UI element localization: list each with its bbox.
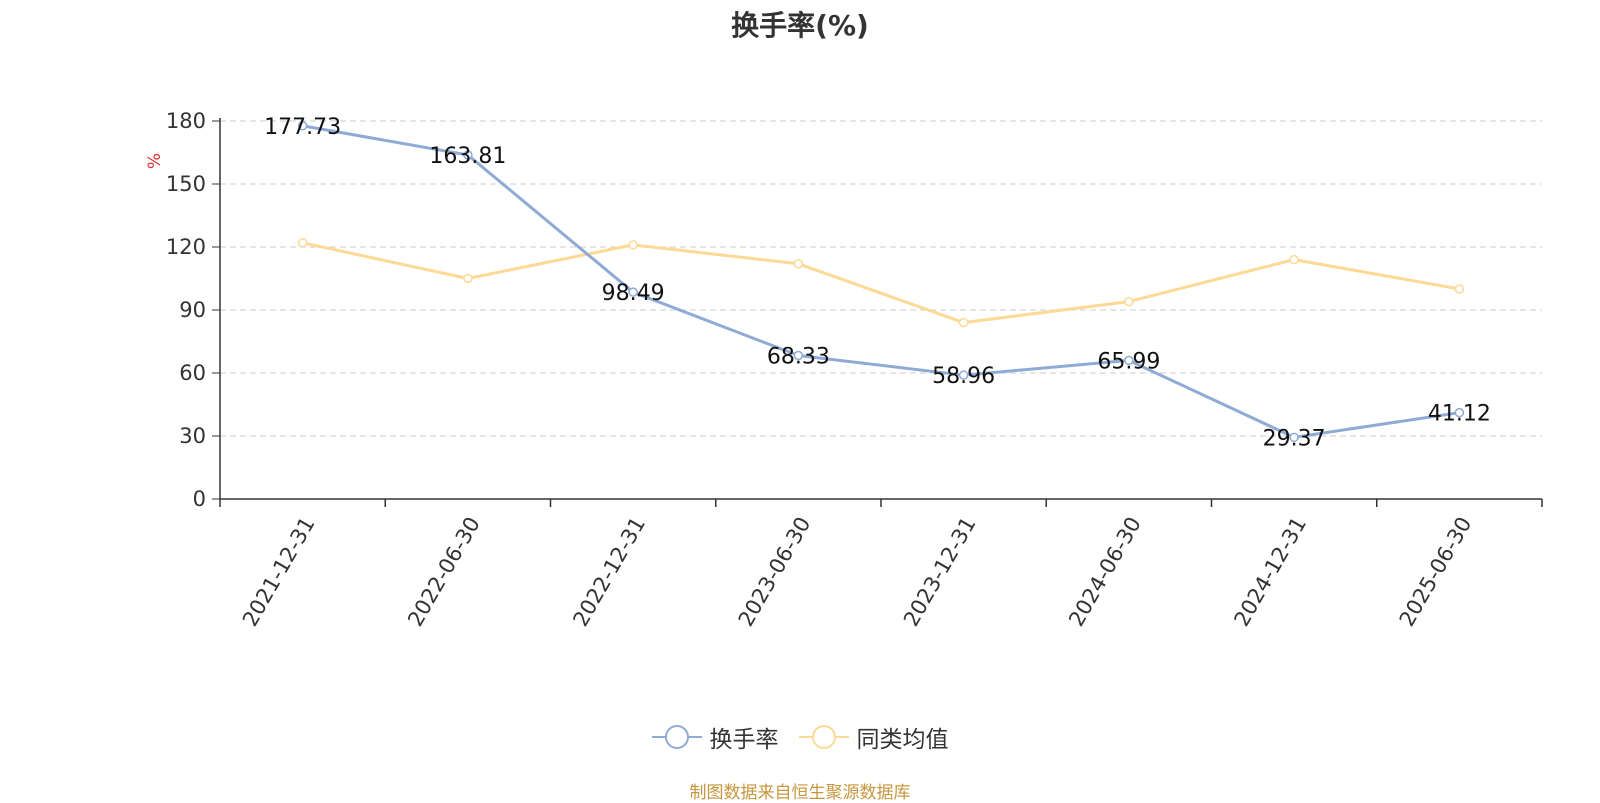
x-tick-label: 2024-06-30	[1064, 513, 1146, 631]
data-point	[1454, 407, 1465, 418]
data-point	[793, 259, 804, 269]
data-point	[958, 317, 969, 328]
data-point	[1454, 284, 1465, 294]
data-point	[297, 121, 308, 131]
x-tick-label: 2022-12-31	[568, 513, 650, 631]
data-point	[1124, 355, 1134, 366]
x-tick-label: 2024-12-31	[1229, 513, 1311, 631]
y-tick-label: 90	[179, 298, 206, 322]
data-labels: 177.73 163.81 98.49 68.33 58.96 65.99 29.37 41.…	[264, 115, 1491, 452]
series	[297, 121, 1465, 443]
data-label: 65.99	[1097, 349, 1160, 374]
y-tick-label: 120	[166, 235, 206, 259]
x-tick-label: 2021-12-31	[238, 513, 320, 631]
data-point	[958, 370, 969, 380]
legend-label-turnover: 换手率	[709, 727, 779, 753]
data-point	[297, 238, 308, 248]
y-tick-label: 30	[179, 424, 206, 448]
y-tick-label: 180	[166, 109, 206, 133]
y-tick-label: 60	[179, 361, 206, 385]
chart-title: 换手率(%)	[731, 9, 869, 42]
data-point	[1124, 296, 1134, 307]
data-label: 29.37	[1263, 426, 1326, 451]
axes: 0 30 60 90 120 150 180 2021-12-31 2022-06-30 2022…	[166, 109, 1543, 631]
x-tick-label: 2023-12-31	[899, 513, 981, 631]
legend-item-peer-average[interactable]: 同类均值	[798, 720, 949, 754]
data-point	[628, 240, 638, 250]
y-tick-label: 150	[166, 172, 206, 196]
y-axis-unit-label: %	[145, 153, 165, 169]
y-tick-label: 0	[193, 487, 206, 511]
data-point	[793, 350, 804, 361]
data-point	[463, 150, 473, 160]
data-point	[628, 287, 638, 297]
legend: 换手率 同类均值	[0, 720, 1600, 754]
x-tick-label: 2023-06-30	[734, 513, 816, 631]
data-point	[1289, 432, 1299, 443]
data-label: 177.73	[264, 115, 341, 140]
legend-label-peer-average: 同类均值	[856, 727, 949, 753]
data-label: 58.96	[932, 364, 995, 389]
data-point	[463, 273, 473, 284]
data-label: 163.81	[429, 144, 506, 169]
legend-item-turnover[interactable]: 换手率	[651, 720, 779, 754]
x-tick-label: 2025-06-30	[1395, 513, 1477, 631]
series-line-1	[302, 241, 1460, 325]
legend-marker-turnover	[651, 725, 702, 749]
source-note: 制图数据来自恒生聚源数据库	[689, 783, 911, 803]
series-line-0	[302, 124, 1460, 439]
data-label: 41.12	[1428, 402, 1491, 427]
data-label: 98.49	[602, 281, 665, 306]
legend-marker-peer-average	[798, 725, 849, 749]
data-point	[1289, 254, 1299, 265]
grid-lines	[220, 120, 1542, 437]
data-label: 68.33	[767, 345, 830, 370]
x-tick-label: 2022-06-30	[403, 513, 485, 631]
